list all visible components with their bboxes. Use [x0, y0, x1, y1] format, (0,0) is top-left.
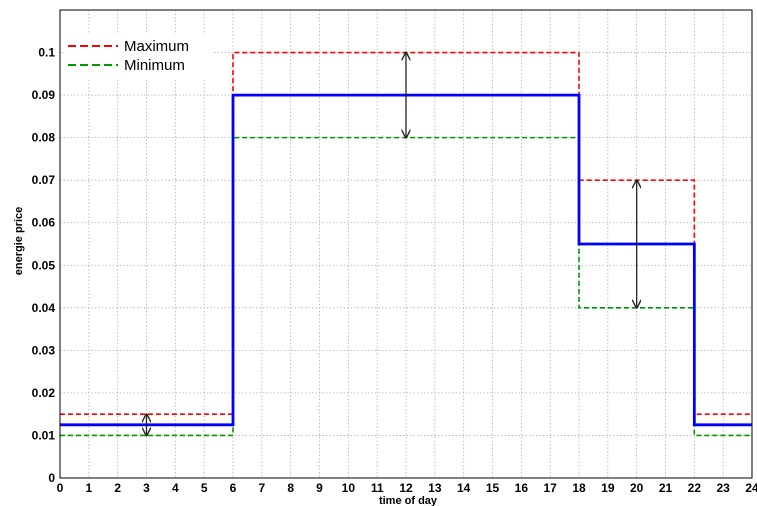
y-tick-label: 0.09: [32, 88, 56, 102]
x-axis-ticks: 0 1 2 3 4 5 6 7 8 9 10 11 12 13 14 15 16 17 18 19 20 21 22 23 24: [57, 481, 757, 495]
y-tick-label: 0.05: [32, 258, 56, 272]
y-axis-ticks: 0 0.01 0.02 0.03 0.04 0.05 0.06 0.07 0.08 0.09 0.1: [32, 46, 56, 485]
y-tick-label: 0.08: [32, 131, 56, 145]
y-tick-label: 0.06: [32, 216, 56, 230]
annotation-arrows: [147, 53, 637, 436]
x-tick-label: 21: [659, 481, 673, 495]
x-tick-label: 14: [457, 481, 471, 495]
legend-box: [64, 34, 214, 78]
y-tick-label: 0.02: [32, 386, 56, 400]
legend: Maximum Minimum: [64, 34, 214, 78]
y-tick-label: 0.04: [32, 301, 56, 315]
x-tick-label: 6: [230, 481, 237, 495]
x-tick-label: 20: [630, 481, 644, 495]
x-tick-label: 10: [342, 481, 356, 495]
x-tick-label: 23: [716, 481, 730, 495]
x-tick-label: 13: [428, 481, 442, 495]
y-axis-label: energie price: [13, 207, 25, 275]
legend-label: Maximum: [124, 38, 189, 55]
x-tick-label: 3: [143, 481, 150, 495]
series-layer: [60, 51, 752, 437]
x-tick-label: 18: [572, 481, 586, 495]
x-tick-label: 17: [543, 481, 557, 495]
x-tick-label: 24: [745, 481, 757, 495]
x-tick-label: 0: [57, 481, 64, 495]
x-tick-label: 7: [258, 481, 265, 495]
x-tick-label: 22: [688, 481, 702, 495]
x-tick-label: 19: [601, 481, 615, 495]
plot-frame: [59, 9, 753, 479]
series-line-price: [60, 93, 752, 427]
x-tick-label: 5: [201, 481, 208, 495]
x-tick-label: 2: [114, 481, 121, 495]
x-tick-label: 9: [316, 481, 323, 495]
x-tick-label: 1: [85, 481, 92, 495]
x-tick-label: 4: [172, 481, 179, 495]
y-tick-label: 0.1: [38, 46, 55, 60]
x-tick-label: 16: [515, 481, 529, 495]
y-tick-label: 0.07: [32, 173, 56, 187]
y-tick-label: 0.01: [32, 428, 56, 442]
x-tick-label: 8: [287, 481, 294, 495]
x-tick-label: 15: [486, 481, 500, 495]
y-tick-label: 0.03: [32, 343, 56, 357]
x-axis-label: time of day: [379, 495, 438, 506]
y-tick-label: 0: [48, 471, 55, 485]
x-tick-label: 11: [371, 481, 384, 495]
x-tick-label: 12: [399, 481, 413, 495]
legend-label: Minimum: [124, 57, 185, 74]
